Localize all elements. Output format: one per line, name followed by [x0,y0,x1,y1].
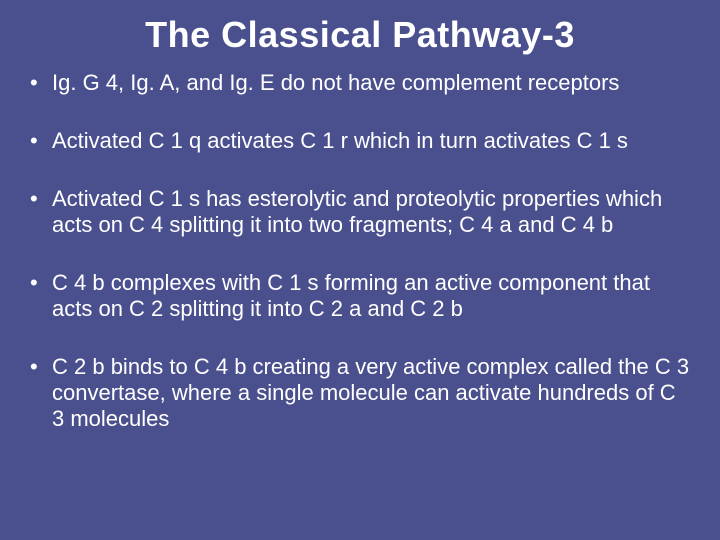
list-item: Activated C 1 q activates C 1 r which in… [28,128,692,154]
list-item: Activated C 1 s has esterolytic and prot… [28,186,692,238]
list-item: C 4 b complexes with C 1 s forming an ac… [28,270,692,322]
slide: The Classical Pathway-3 Ig. G 4, Ig. A, … [0,0,720,540]
slide-title: The Classical Pathway-3 [28,14,692,56]
list-item: Ig. G 4, Ig. A, and Ig. E do not have co… [28,70,692,96]
list-item: C 2 b binds to C 4 b creating a very act… [28,354,692,432]
bullet-list: Ig. G 4, Ig. A, and Ig. E do not have co… [28,70,692,432]
